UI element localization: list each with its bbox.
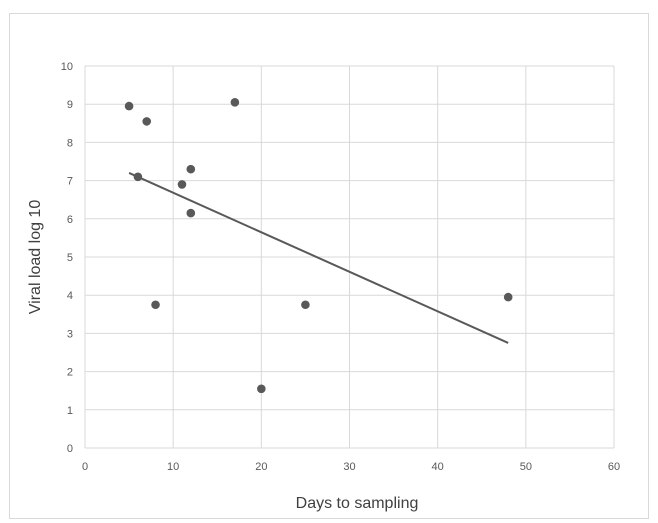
data-points <box>124 97 513 394</box>
data-point <box>151 300 160 310</box>
chart-frame <box>9 13 649 519</box>
data-point <box>230 97 240 107</box>
x-tick-label: 60 <box>608 461 620 473</box>
x-tick-label: 50 <box>520 461 532 473</box>
x-tick-label: 30 <box>343 461 355 473</box>
grid <box>84 65 615 449</box>
x-tick-label: 10 <box>167 461 179 473</box>
y-tick-label: 5 <box>67 252 73 264</box>
y-tick-label: 2 <box>67 367 73 379</box>
x-tick-label: 40 <box>432 461 444 473</box>
x-axis-ticks: 0 10 20 30 40 50 60 <box>82 461 620 473</box>
x-axis-title: Days to sampling <box>296 495 419 512</box>
x-tick-label: 20 <box>255 461 267 473</box>
data-point <box>257 384 266 394</box>
data-point <box>301 300 310 310</box>
y-axis-title: Viral load log 10 <box>27 200 44 315</box>
y-tick-label: 1 <box>67 405 73 417</box>
y-tick-label: 4 <box>67 290 73 302</box>
y-axis-ticks: 0 1 2 3 4 5 6 7 8 9 10 <box>61 61 73 455</box>
data-point <box>186 164 196 174</box>
y-tick-label: 7 <box>67 176 73 188</box>
data-point <box>503 292 513 302</box>
trendline <box>128 172 509 344</box>
y-tick-label: 8 <box>67 137 73 149</box>
x-tick-label: 0 <box>82 461 88 473</box>
data-point <box>124 101 134 111</box>
y-tick-label: 0 <box>67 443 73 455</box>
y-tick-label: 9 <box>67 99 73 111</box>
data-point <box>177 180 187 189</box>
data-point <box>186 208 196 218</box>
data-point <box>133 172 143 182</box>
trendline-layer <box>128 172 509 344</box>
data-point <box>142 117 152 126</box>
y-tick-label: 10 <box>61 61 73 73</box>
y-tick-label: 3 <box>67 328 73 340</box>
y-tick-label: 6 <box>67 214 73 226</box>
